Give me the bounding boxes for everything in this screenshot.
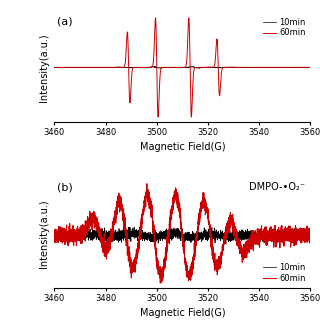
10min: [52, 65, 56, 69]
60min: [276, 228, 280, 231]
60min: [304, 66, 308, 69]
10min: [162, 234, 166, 237]
10min: [308, 233, 312, 237]
X-axis label: Magnetic Field(G): Magnetic Field(G): [140, 142, 225, 152]
60min: [145, 182, 149, 186]
60min: [151, 64, 155, 68]
Text: (b): (b): [57, 182, 73, 192]
10min: [308, 66, 312, 69]
60min: [162, 65, 166, 69]
60min: [276, 65, 280, 69]
10min: [162, 66, 165, 69]
10min: [82, 66, 85, 69]
60min: [308, 235, 312, 239]
10min: [198, 66, 202, 70]
Legend: 10min, 60min: 10min, 60min: [262, 17, 306, 38]
10min: [276, 234, 280, 237]
10min: [276, 66, 280, 69]
Text: (a): (a): [57, 16, 73, 26]
10min: [127, 225, 131, 229]
Line: 60min: 60min: [54, 18, 310, 117]
60min: [52, 65, 56, 69]
10min: [97, 233, 101, 236]
60min: [97, 225, 101, 229]
10min: [82, 232, 85, 236]
60min: [82, 66, 85, 69]
60min: [189, 115, 193, 119]
10min: [151, 237, 155, 241]
Line: 10min: 10min: [54, 227, 310, 245]
60min: [304, 240, 308, 244]
60min: [151, 225, 155, 228]
10min: [304, 66, 308, 69]
60min: [154, 16, 157, 20]
10min: [52, 234, 56, 238]
60min: [162, 257, 166, 261]
60min: [52, 240, 56, 244]
60min: [82, 229, 85, 233]
10min: [304, 234, 308, 238]
60min: [158, 281, 162, 285]
Legend: 10min, 60min: 10min, 60min: [262, 262, 306, 284]
10min: [151, 65, 155, 69]
10min: [97, 66, 101, 69]
Y-axis label: Intensity(a.u.): Intensity(a.u.): [39, 33, 49, 102]
X-axis label: Magnetic Field(G): Magnetic Field(G): [140, 308, 225, 318]
10min: [192, 243, 196, 247]
60min: [97, 66, 101, 69]
60min: [308, 65, 312, 69]
Y-axis label: Intensity(a.u.): Intensity(a.u.): [39, 199, 49, 268]
Line: 60min: 60min: [54, 184, 310, 283]
Line: 10min: 10min: [54, 67, 310, 68]
Text: DMPO-•O₂⁻: DMPO-•O₂⁻: [249, 182, 305, 192]
10min: [189, 65, 193, 68]
